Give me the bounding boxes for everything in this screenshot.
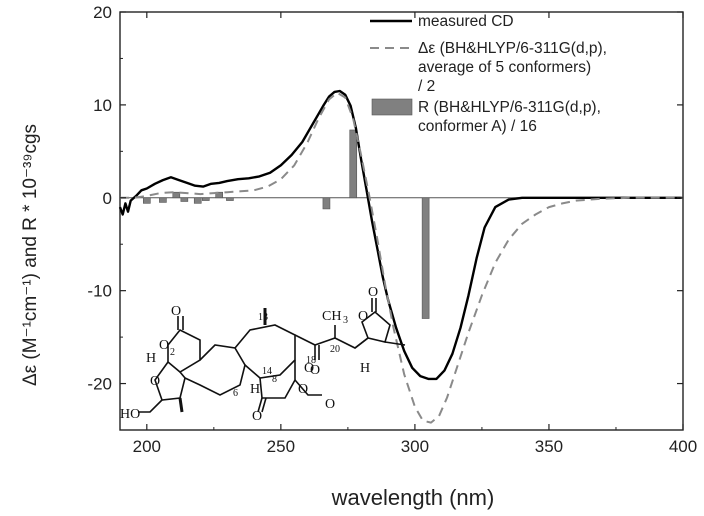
svg-text:O: O: [310, 363, 320, 378]
rotatory-strength-bar: [143, 197, 151, 204]
svg-text:6: 6: [233, 388, 238, 399]
y-tick-label: -10: [87, 282, 112, 301]
svg-text:8: 8: [272, 374, 277, 385]
svg-text:O: O: [325, 397, 335, 412]
svg-text:18: 18: [306, 355, 316, 366]
svg-text:O: O: [159, 338, 169, 353]
legend-label: measured CD: [418, 13, 514, 30]
rotatory-strength-bar: [322, 197, 331, 210]
svg-text:CH: CH: [322, 309, 341, 324]
y-tick-label: 0: [103, 189, 112, 208]
rotatory-strength-bar: [349, 129, 358, 199]
svg-text:14: 14: [262, 366, 272, 377]
plot-frame: [119, 11, 684, 431]
svg-text:H: H: [360, 361, 370, 376]
x-tick-label: 250: [267, 437, 295, 456]
svg-text:2: 2: [170, 347, 175, 358]
svg-text:H: H: [250, 382, 260, 397]
y-tick-label: -20: [87, 375, 112, 394]
rotatory-strength-bar: [193, 197, 202, 204]
svg-text:O: O: [150, 374, 160, 389]
rotatory-strength-bar: [201, 197, 210, 201]
plot-layer: 200 250 300 350 400 20 10 0 -10 -20: [87, 3, 697, 456]
x-tick-label: 200: [133, 437, 161, 456]
legend-sample-bar: [371, 98, 413, 116]
measured-cd-line: [118, 89, 683, 381]
rotatory-strength-bar: [180, 197, 189, 202]
svg-text:O: O: [358, 309, 368, 324]
svg-text:H: H: [146, 351, 156, 366]
legend-label: R (BH&HLYP/6-311G(d,p),: [418, 99, 601, 116]
svg-text:O: O: [298, 382, 308, 397]
y-axis-title: Δε (M⁻¹cm⁻¹) and R * 10⁻³⁹cgs: [20, 124, 41, 386]
svg-text:20: 20: [330, 344, 340, 355]
x-tick-label: 400: [669, 437, 697, 456]
rotatory-strength-bar: [226, 197, 234, 201]
x-axis-title: wavelength (nm): [331, 485, 495, 510]
molecular-structure: [138, 298, 406, 413]
svg-text:O: O: [252, 409, 262, 424]
rotatory-strength-bar: [159, 197, 167, 203]
svg-text:O: O: [368, 285, 378, 300]
svg-text:O: O: [171, 304, 181, 319]
svg-text:HO: HO: [120, 407, 140, 422]
rotatory-strength-bar: [215, 191, 223, 199]
legend-label: Δε (BH&HLYP/6-311G(d,p),: [418, 40, 607, 57]
svg-text:13: 13: [258, 312, 268, 323]
rotatory-strength-bar: [421, 197, 430, 319]
legend: measured CD Δε (BH&HLYP/6-311G(d,p), avera…: [370, 13, 607, 135]
rotatory-strength-bar: [172, 191, 181, 199]
calculated-cd-line: [120, 91, 683, 424]
legend-label: conformer A) / 16: [418, 118, 537, 135]
y-tick-label: 20: [93, 3, 112, 22]
x-tick-label: 300: [401, 437, 429, 456]
svg-text:O: O: [304, 361, 314, 376]
y-tick-label: 10: [93, 96, 112, 115]
legend-label: average of 5 conformers): [418, 59, 591, 76]
x-tick-label: 350: [535, 437, 563, 456]
svg-text:3: 3: [343, 315, 348, 326]
molecular-structure-labels: O O H O HO 2 6 8 13 14 H O O 18 O O CH 3…: [120, 285, 378, 424]
legend-label: / 2: [418, 78, 435, 95]
